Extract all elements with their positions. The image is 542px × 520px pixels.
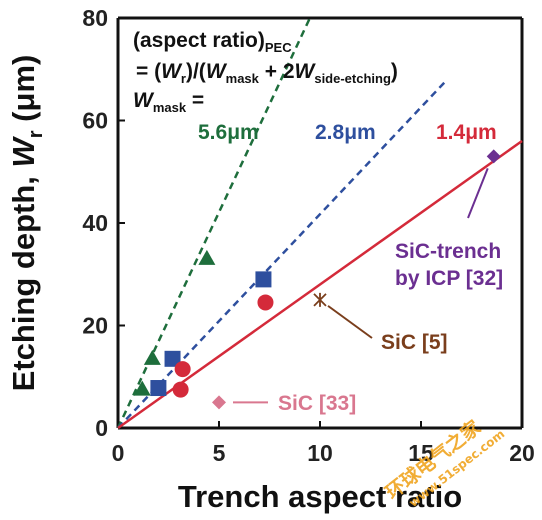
x-tick-label: 0 (112, 440, 125, 466)
x-tick-label: 10 (307, 440, 333, 466)
label-5-6um: 5.6μm (198, 121, 259, 144)
point-asterisk (313, 292, 327, 307)
label-1-4um: 1.4μm (436, 121, 497, 144)
annotation-sic5: SiC [5] (381, 331, 448, 354)
label-2-8um: 2.8μm (315, 121, 376, 144)
point-triangle (198, 249, 216, 265)
callout-sic5 (327, 305, 373, 339)
y-axis-title: Etching depth, Wr (μm) (6, 55, 47, 392)
point-square (150, 380, 167, 397)
ticks: 0 5 10 15 20 0 20 40 60 80 (82, 5, 534, 466)
x-axis-title: Trench aspect ratio (178, 479, 462, 514)
equation-line-2: = (Wr)/(Wmask + 2Wside-etching) (136, 60, 398, 86)
annotation-sic33: SiC [33] (278, 392, 356, 415)
y-tick-label: 0 (95, 415, 108, 441)
point-circle (174, 361, 191, 378)
y-tick-label: 20 (82, 313, 108, 339)
annotation-icp-line-2: by ICP [32] (395, 267, 503, 290)
x-tick-label: 20 (509, 440, 535, 466)
point-diamond (212, 395, 226, 410)
x-tick-label: 15 (408, 440, 434, 466)
y-tick-label: 40 (82, 210, 108, 236)
callout-lines (233, 168, 489, 404)
point-square (255, 271, 272, 288)
point-triangle (143, 349, 161, 365)
equation-line-3: Wmask = (133, 89, 204, 115)
fit-line-28m (117, 78, 449, 429)
x-tick-label: 5 (213, 440, 226, 466)
annotation-icp-line-1: SiC-trench (395, 240, 501, 263)
callout-icp (467, 168, 489, 219)
point-triangle (133, 380, 151, 396)
equation-line-1: (aspect ratio)PEC (133, 29, 292, 55)
point-square (164, 350, 181, 367)
fit-line-14m (117, 139, 523, 430)
point-diamond (486, 149, 501, 164)
y-tick-label: 80 (82, 5, 108, 31)
y-tick-label: 60 (82, 108, 108, 134)
point-circle (172, 381, 189, 398)
markers (133, 149, 501, 410)
point-circle (257, 294, 274, 311)
